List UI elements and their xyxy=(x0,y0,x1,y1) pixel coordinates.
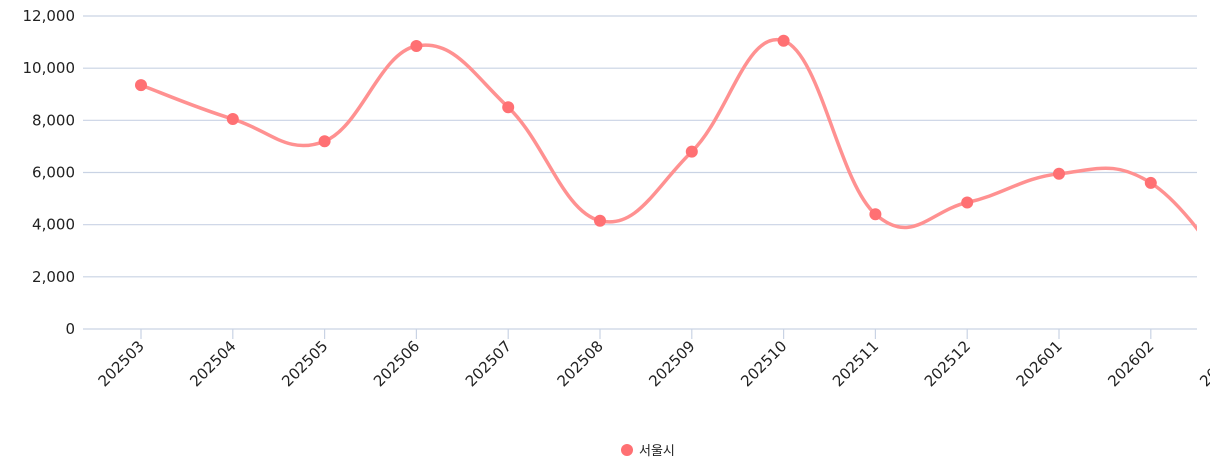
y-tick-label: 6,000 xyxy=(32,164,75,182)
y-tick-label: 4,000 xyxy=(32,216,75,234)
x-tick-label: 202505 xyxy=(278,337,331,390)
y-tick-label: 8,000 xyxy=(32,111,75,129)
data-point[interactable] xyxy=(410,39,423,52)
data-point[interactable] xyxy=(1144,176,1157,189)
x-tick-label: 202503 xyxy=(95,337,148,390)
data-point[interactable] xyxy=(685,145,698,158)
x-tick-label: 202603 xyxy=(1196,337,1210,390)
data-point[interactable] xyxy=(318,135,331,148)
x-tick-label: 202506 xyxy=(370,337,423,390)
series-line xyxy=(139,37,1197,232)
y-tick-label: 0 xyxy=(65,320,75,338)
data-point[interactable] xyxy=(502,101,515,114)
x-tick-label: 202601 xyxy=(1013,337,1066,390)
legend-marker xyxy=(621,444,633,456)
x-tick-label: 202504 xyxy=(186,337,239,390)
y-tick-label: 10,000 xyxy=(23,59,76,77)
x-axis: 202503 202504 202505 202506 202507 202508 2025… xyxy=(95,329,1210,390)
grid-lines xyxy=(83,15,1197,330)
data-point[interactable] xyxy=(777,34,790,47)
legend[interactable]: 서울시 xyxy=(621,444,675,458)
data-point[interactable] xyxy=(135,79,147,92)
x-tick-label: 202507 xyxy=(462,337,515,390)
data-point[interactable] xyxy=(1053,167,1065,180)
x-tick-label: 202509 xyxy=(645,337,698,390)
x-tick-label: 202602 xyxy=(1104,337,1157,390)
data-point[interactable] xyxy=(594,214,606,227)
series-layer xyxy=(135,34,1197,232)
x-tick-label: 202512 xyxy=(921,337,974,390)
x-tick-label: 202511 xyxy=(829,337,882,390)
x-tick-label: 202510 xyxy=(737,337,790,390)
y-tick-label: 2,000 xyxy=(32,268,75,286)
x-tick-label: 202508 xyxy=(554,337,607,390)
legend-label: 서울시 xyxy=(639,444,675,458)
data-point[interactable] xyxy=(961,196,974,209)
data-point[interactable] xyxy=(869,208,882,221)
y-axis: 0 2,000 4,000 6,000 8,000 10,000 12,000 xyxy=(23,7,76,338)
data-point[interactable] xyxy=(226,113,239,126)
y-tick-label: 12,000 xyxy=(23,7,76,25)
